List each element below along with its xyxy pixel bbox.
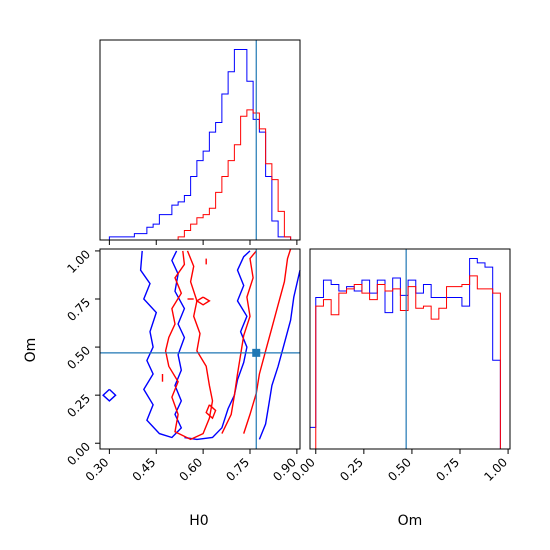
om-marginal-frame	[309, 248, 511, 450]
h0-marginal-frame	[99, 39, 301, 241]
contour-red-inner-left	[221, 250, 257, 434]
om-axis-label: Om	[398, 513, 423, 529]
contour-red-island-b	[195, 296, 211, 306]
contour-red-outer	[164, 250, 214, 441]
h0-histogram-blue	[100, 49, 300, 241]
contour-red-island-a	[205, 404, 217, 420]
joint-contour-panel: 0.30 0.45 0.60 0.75 0.900.000.250.500.751.00	[64, 247, 301, 484]
om-histogram-series	[309, 258, 509, 450]
joint-frame	[99, 248, 301, 450]
om-y-axis-label: Om	[23, 338, 39, 363]
contour-blue-island	[102, 388, 117, 402]
joint-truth-point	[252, 348, 261, 357]
joint-truth-markers	[100, 249, 300, 449]
contour-blue-inner-right	[258, 270, 301, 440]
h0-axis-label: H0	[189, 513, 208, 529]
om-histogram-blue	[309, 258, 509, 450]
h0-marginal-panel	[99, 39, 301, 245]
contour-blue-outer	[139, 250, 186, 439]
h0-marginal-ticks	[108, 240, 298, 245]
contour-red-inner-right	[243, 248, 292, 434]
contour-blue-inner-left	[184, 250, 251, 441]
joint-contours	[102, 248, 301, 441]
om-histogram-red	[310, 275, 509, 450]
